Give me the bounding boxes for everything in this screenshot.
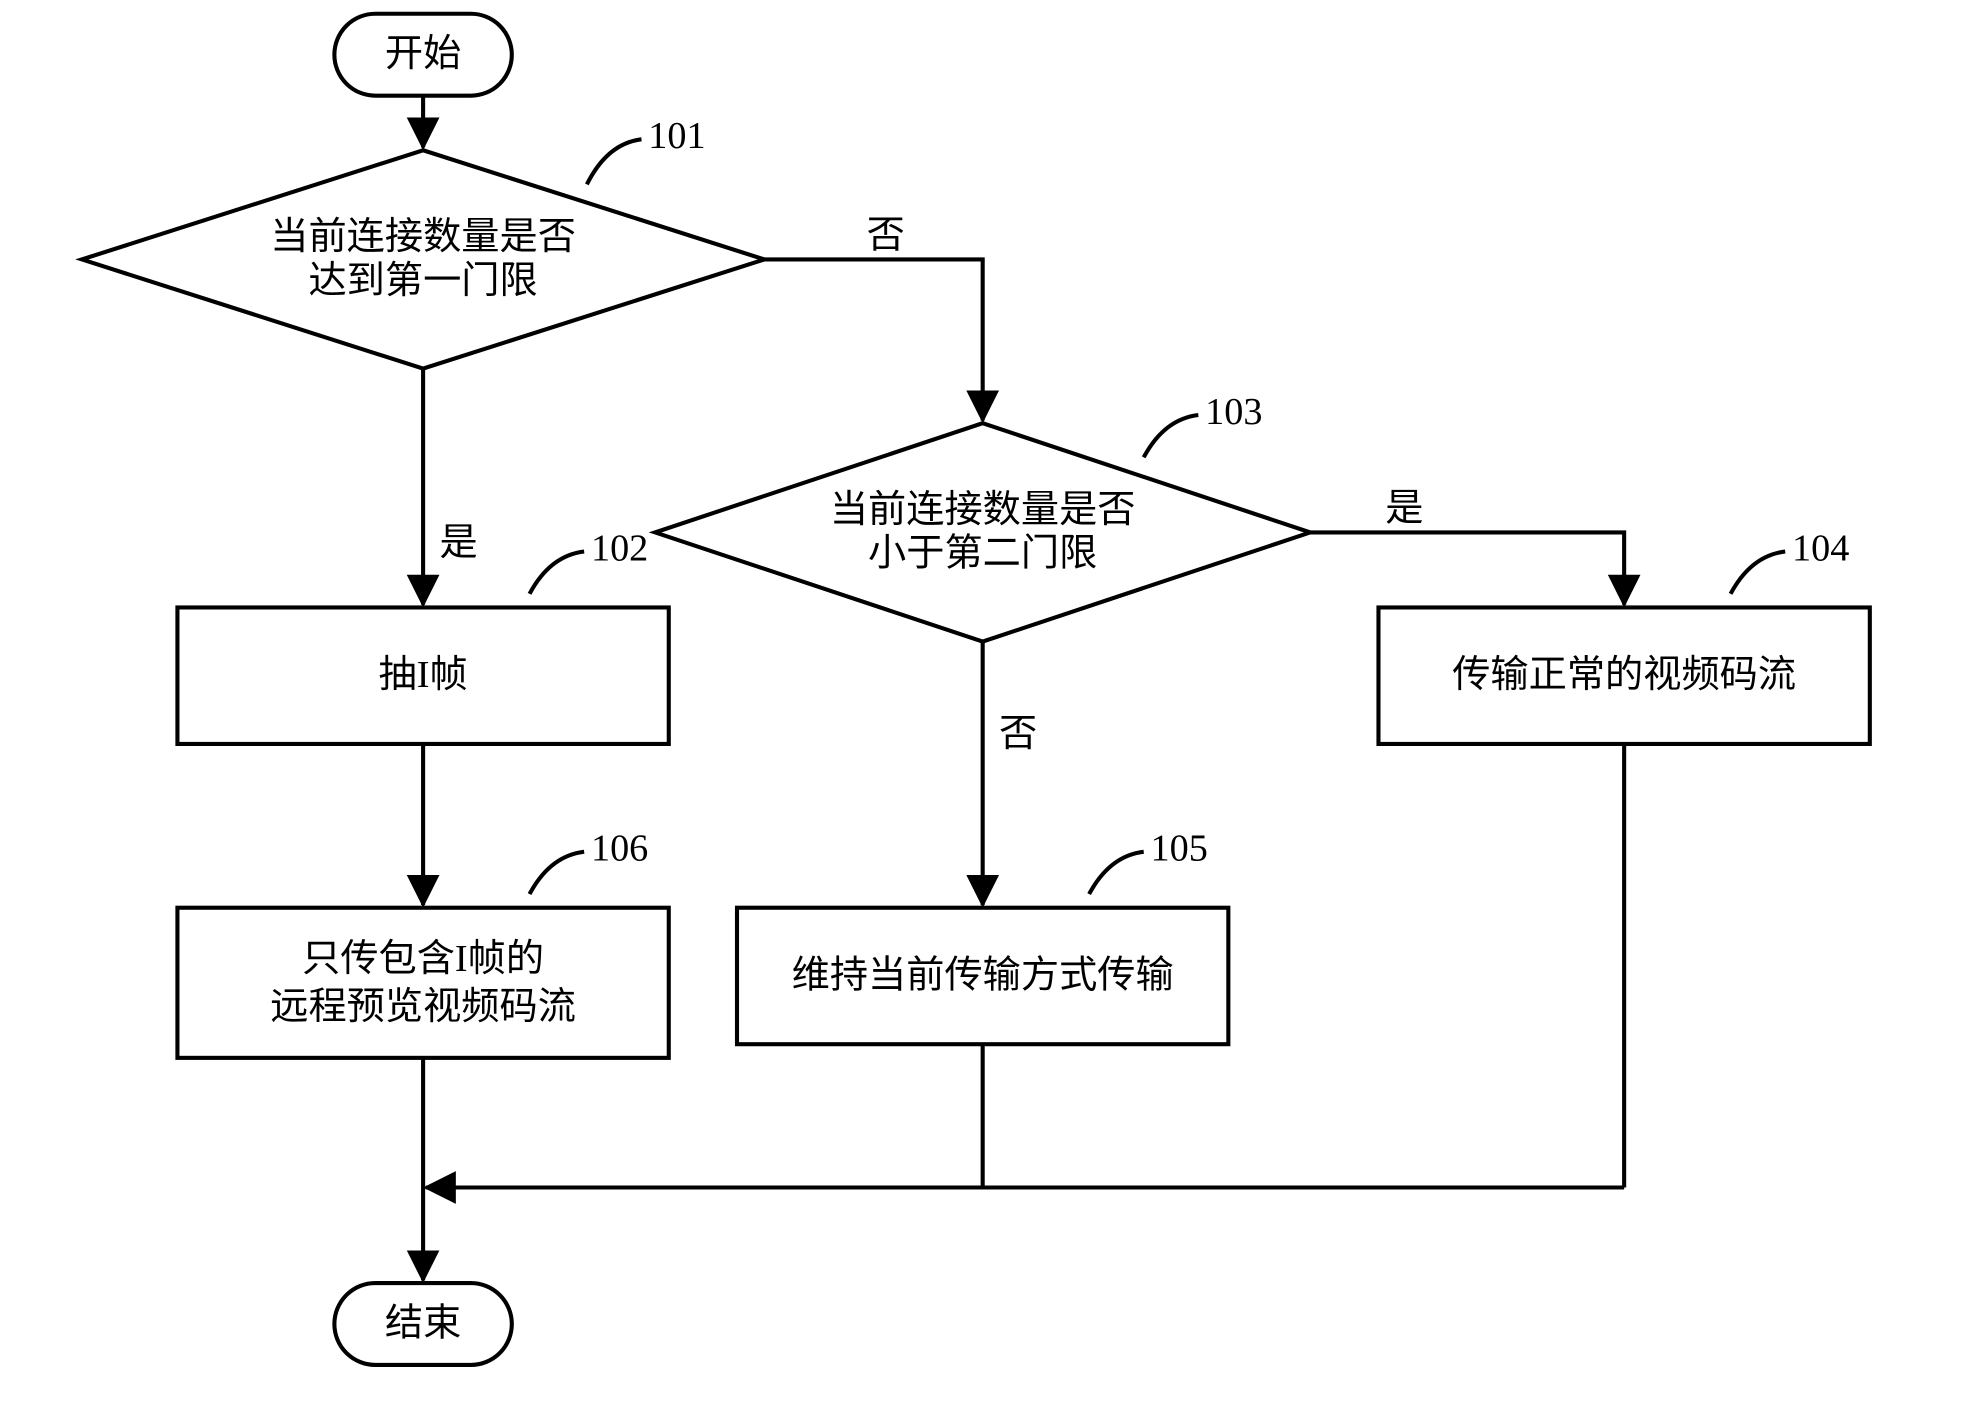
end-label: 结束 (385, 1302, 461, 1344)
p102-label: 抽I帧 (379, 654, 468, 696)
edge-d101-d103-label: 否 (867, 215, 905, 257)
node-p105: 维持当前传输方式传输 (737, 908, 1228, 1044)
edge-d103-p105-label: 否 (999, 713, 1037, 755)
flowchart-canvas: 开始 当前连接数量是否 达到第一门限 101 抽I帧 102 当前连接数量是否 … (0, 0, 1979, 1406)
ref-106: 106 (591, 828, 648, 870)
ref-105: 105 (1151, 828, 1208, 870)
edge-d103-p104 (1310, 532, 1624, 604)
edge-d101-d103 (764, 259, 982, 420)
node-p106: 只传包含I帧的 远程预览视频码流 (177, 908, 668, 1058)
node-d101: 当前连接数量是否 达到第一门限 (82, 150, 764, 368)
ref-leader-101 (587, 139, 642, 184)
ref-102: 102 (591, 527, 648, 569)
d103-line2: 小于第二门限 (868, 532, 1097, 575)
p104-label: 传输正常的视频码流 (1452, 653, 1796, 696)
ref-104: 104 (1792, 527, 1849, 569)
ref-leader-105 (1089, 852, 1144, 894)
ref-103: 103 (1205, 391, 1262, 433)
start-label: 开始 (385, 33, 461, 75)
node-d103: 当前连接数量是否 小于第二门限 (655, 423, 1310, 641)
edge-d101-p102-label: 是 (439, 522, 477, 564)
ref-leader-103 (1144, 415, 1199, 457)
p106-line2: 远程预览视频码流 (270, 986, 576, 1028)
node-p104: 传输正常的视频码流 (1378, 607, 1869, 743)
ref-leader-102 (530, 552, 585, 594)
d103-line1: 当前连接数量是否 (830, 488, 1136, 531)
ref-leader-106 (530, 852, 585, 894)
p105-label: 维持当前传输方式传输 (792, 953, 1174, 996)
edge-d103-p104-label: 是 (1385, 488, 1423, 530)
node-end: 结束 (334, 1283, 511, 1365)
d101-line1: 当前连接数量是否 (270, 215, 576, 258)
node-start: 开始 (334, 14, 511, 96)
node-p102: 抽I帧 (177, 607, 668, 743)
d101-line2: 达到第一门限 (308, 259, 537, 302)
ref-101: 101 (648, 115, 705, 157)
ref-leader-104 (1731, 552, 1786, 594)
p106-line1: 只传包含I帧的 (302, 937, 544, 980)
